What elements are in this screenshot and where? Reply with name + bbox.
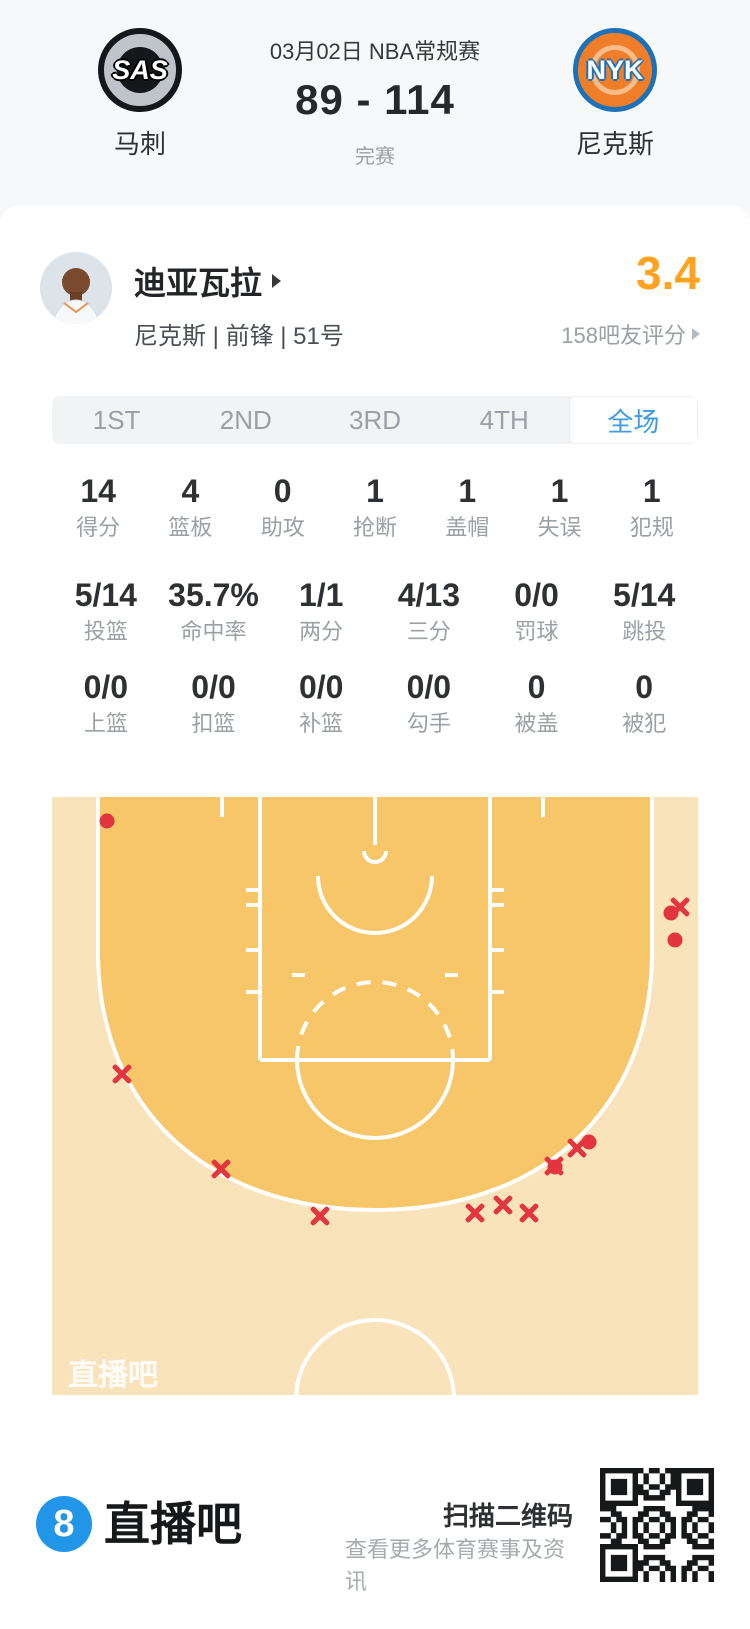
tab-2nd[interactable]: 2ND bbox=[219, 404, 272, 435]
stat-rebounds: 4 篮板 bbox=[168, 473, 213, 540]
player-meta: 尼克斯 | 前锋 | 51号 bbox=[134, 323, 344, 350]
made-shot-marker bbox=[99, 813, 115, 829]
missed-shot-marker bbox=[210, 1158, 232, 1180]
player-avatar-image bbox=[40, 252, 112, 324]
stat-fouled: 0 被犯 bbox=[622, 669, 667, 736]
missed-shot-marker bbox=[492, 1194, 514, 1216]
qr-scan-subtitle: 查看更多体育赛事及资讯 bbox=[345, 1537, 566, 1594]
quarter-tabs: 1ST 2ND 3RD 4TH 全场 bbox=[52, 396, 698, 444]
stat-3pt: 4/13 三分 bbox=[397, 577, 460, 644]
stat-tipin: 0/0 补篮 bbox=[298, 669, 344, 736]
qr-code bbox=[600, 1468, 714, 1582]
stat-2pt: 1/1 两分 bbox=[298, 577, 344, 644]
stats-row-basic: 14 得分 4 篮板 0 助攻 1 抢断 1 盖帽 1 失误 1 犯规 bbox=[52, 470, 698, 543]
home-team-name: 马刺 bbox=[113, 129, 166, 159]
stat-jumpshot: 5/14 跳投 bbox=[613, 577, 676, 644]
home-team-abbr: SAS bbox=[112, 54, 168, 85]
stat-fg: 5/14 投篮 bbox=[74, 577, 137, 644]
stat-blocks: 1 盖帽 bbox=[445, 473, 490, 540]
rating-note: 158吧友评分 bbox=[561, 323, 686, 348]
stat-ft: 0/0 罚球 bbox=[514, 577, 559, 644]
match-date: 03月02日 NBA常规赛 bbox=[269, 39, 481, 64]
made-shot-marker bbox=[663, 905, 679, 921]
tab-full-game[interactable]: 全场 bbox=[568, 396, 698, 444]
zhibo8-logo-icon: 8 bbox=[36, 1496, 92, 1552]
stat-blocked: 0 被盖 bbox=[514, 669, 559, 736]
home-team: SAS 马刺 bbox=[80, 28, 200, 161]
rating-note-link[interactable]: 158吧友评分 bbox=[400, 318, 700, 350]
stat-assists: 0 助攻 bbox=[260, 473, 305, 540]
stat-dunk: 0/0 扣篮 bbox=[191, 669, 236, 736]
court-watermark: 直播吧 bbox=[68, 1359, 158, 1392]
stat-turnovers: 1 失误 bbox=[537, 473, 582, 540]
stat-fg-pct: 35.7% 命中率 bbox=[168, 577, 259, 644]
missed-shot-marker bbox=[518, 1202, 540, 1224]
stats-row-shooting: 5/14 投篮 35.7% 命中率 1/1 两分 4/13 三分 0/0 罚球 … bbox=[52, 574, 698, 647]
away-team-abbr: NYK bbox=[586, 54, 644, 85]
shot-chart: 直播吧 bbox=[52, 793, 698, 1399]
chevron-right-icon bbox=[272, 274, 282, 288]
match-status: 完赛 bbox=[355, 146, 395, 168]
player-rating: 3.4 bbox=[636, 247, 700, 299]
footer-brand: 直播吧 bbox=[104, 1498, 242, 1550]
player-name-link[interactable]: 迪亚瓦拉 bbox=[134, 258, 282, 304]
shot-markers-layer bbox=[52, 793, 698, 1399]
away-team-name: 尼克斯 bbox=[575, 129, 654, 159]
away-team-logo: NYK bbox=[573, 28, 657, 112]
stat-points: 14 得分 bbox=[76, 473, 121, 540]
stat-layup: 0/0 上篮 bbox=[83, 669, 129, 736]
made-shot-marker bbox=[581, 1134, 597, 1150]
stats-row-shot-types: 0/0 上篮 0/0 扣篮 0/0 补篮 0/0 勾手 0 被盖 0 被犯 bbox=[52, 666, 698, 739]
stat-hook: 0/0 勾手 bbox=[406, 669, 452, 736]
court-graphic: 直播吧 bbox=[52, 793, 698, 1399]
tab-4th[interactable]: 4TH bbox=[479, 404, 529, 435]
tab-3rd[interactable]: 3RD bbox=[349, 404, 402, 435]
away-team: NYK 尼克斯 bbox=[555, 28, 675, 161]
stat-fouls: 1 犯规 bbox=[629, 473, 674, 540]
qr-scan-title: 扫描二维码 bbox=[443, 1501, 574, 1531]
stat-steals: 1 抢断 bbox=[352, 473, 397, 540]
missed-shot-marker bbox=[309, 1205, 331, 1227]
missed-shot-marker bbox=[464, 1202, 486, 1224]
player-name: 迪亚瓦拉 bbox=[134, 265, 263, 301]
chevron-right-icon bbox=[692, 328, 700, 340]
player-avatar bbox=[40, 252, 112, 324]
qr-code-image bbox=[600, 1468, 714, 1582]
match-score: 89 - 114 bbox=[295, 76, 455, 123]
tab-1st[interactable]: 1ST bbox=[92, 404, 141, 435]
missed-shot-marker bbox=[111, 1063, 133, 1085]
missed-shot-marker bbox=[543, 1155, 565, 1177]
home-team-logo: SAS bbox=[98, 28, 182, 112]
made-shot-marker bbox=[667, 932, 683, 948]
